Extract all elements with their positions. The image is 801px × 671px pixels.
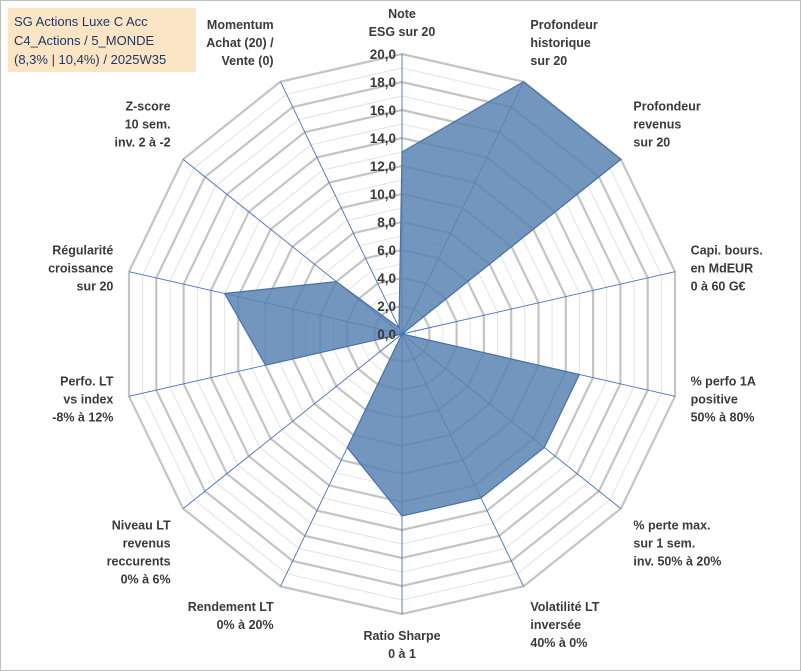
axis-label: Volatilité LT inversée 40% à 0% bbox=[530, 600, 599, 650]
tick-label: 6,0 bbox=[377, 243, 396, 258]
axis-label-line: 0% à 20% bbox=[217, 618, 274, 632]
axis-label: % perfo 1A positive 50% à 80% bbox=[691, 374, 756, 424]
tick-label: 12,0 bbox=[370, 159, 396, 174]
axis-label-line: Z-score bbox=[125, 100, 170, 114]
axis-label: Profondeur revenus sur 20 bbox=[633, 100, 700, 150]
axis-label-line: -8% à 12% bbox=[52, 410, 113, 424]
axis-label-line: Note bbox=[388, 7, 416, 21]
axis-label-line: inv. 2 à -2 bbox=[115, 136, 171, 150]
fund-name: SG Actions Luxe C Acc bbox=[14, 14, 148, 29]
tick-label: 18,0 bbox=[370, 75, 396, 90]
axis-label-line: reccurents bbox=[107, 554, 171, 568]
axis-label-line: Vente (0) bbox=[221, 54, 273, 68]
axis-label-line: Achat (20) / bbox=[206, 36, 274, 50]
tick-label: 20,0 bbox=[370, 47, 396, 62]
axis-label: Niveau LT revenus reccurents 0% à 6% bbox=[107, 518, 171, 586]
fund-category: C4_Actions / 5_MONDE bbox=[14, 33, 155, 48]
tick-label: 16,0 bbox=[370, 103, 396, 118]
axis-label-line: sur 1 sem. bbox=[633, 536, 695, 550]
axis-label-line: revenus bbox=[123, 536, 171, 550]
axis-label-line: Volatilité LT bbox=[530, 600, 599, 614]
axis-label-line: 40% à 0% bbox=[530, 636, 587, 650]
axis-label-line: Niveau LT bbox=[112, 518, 171, 532]
axis-label-line: sur 20 bbox=[530, 54, 567, 68]
radar-axis-labels: Note ESG sur 20 Profondeur historique sur 20… bbox=[48, 7, 763, 661]
axis-label-line: % perte max. bbox=[633, 518, 710, 532]
axis-label-line: Capi. bours. bbox=[691, 244, 763, 258]
axis-label-line: Profondeur bbox=[530, 18, 597, 32]
axis-label-line: vs index bbox=[63, 392, 113, 406]
series-area bbox=[223, 80, 622, 517]
axis-label: Régularité croissance sur 20 bbox=[48, 244, 113, 294]
axis-label-line: Régularité bbox=[52, 244, 113, 258]
tick-label: 8,0 bbox=[377, 215, 396, 230]
axis-label: Perfo. LT vs index -8% à 12% bbox=[52, 374, 114, 424]
axis-label-line: % perfo 1A bbox=[691, 374, 756, 388]
tick-label: 2,0 bbox=[377, 299, 396, 314]
axis-label-line: Perfo. LT bbox=[60, 374, 114, 388]
radar-spoke bbox=[280, 81, 403, 335]
axis-label-line: Rendement LT bbox=[188, 600, 274, 614]
tick-label: 10,0 bbox=[370, 187, 396, 202]
axis-label-line: 0 à 60 G€ bbox=[691, 280, 746, 294]
radar-tick-labels: 0,0 2,0 4,0 6,0 8,0 10,0 12,0 14,0 16,0 18,0 20,0 bbox=[370, 47, 396, 342]
axis-label: Capi. bours. en MdEUR 0 à 60 G€ bbox=[691, 244, 763, 294]
axis-label-line: Momentum bbox=[207, 18, 274, 32]
axis-label-line: croissance bbox=[48, 262, 113, 276]
axis-label-line: 0% à 6% bbox=[121, 572, 171, 586]
axis-label-line: sur 20 bbox=[633, 136, 670, 150]
axis-label: Profondeur historique sur 20 bbox=[530, 18, 597, 68]
axis-label-line: Ratio Sharpe bbox=[363, 629, 440, 643]
axis-label: % perte max. sur 1 sem. inv. 50% à 20% bbox=[633, 518, 721, 568]
axis-label-line: 10 sem. bbox=[125, 118, 171, 132]
axis-label: Z-score 10 sem. inv. 2 à -2 bbox=[115, 100, 171, 150]
axis-label-line: revenus bbox=[633, 118, 681, 132]
axis-label-line: sur 20 bbox=[77, 280, 114, 294]
axis-label: Rendement LT 0% à 20% bbox=[188, 600, 274, 632]
axis-label: Momentum Achat (20) / Vente (0) bbox=[206, 18, 274, 68]
axis-label-line: historique bbox=[530, 36, 590, 50]
tick-label: 14,0 bbox=[370, 131, 396, 146]
axis-label-line: positive bbox=[691, 392, 738, 406]
axis-label-line: en MdEUR bbox=[691, 262, 754, 276]
axis-label-line: 0 à 1 bbox=[388, 647, 416, 661]
axis-label-line: ESG sur 20 bbox=[369, 25, 436, 39]
radar-spoke bbox=[182, 333, 403, 509]
fund-stats: (8,3% | 10,4%) / 2025W35 bbox=[14, 52, 167, 67]
axis-label: Ratio Sharpe 0 à 1 bbox=[363, 629, 440, 661]
radar-spoke bbox=[401, 271, 676, 335]
fund-info-box: SG Actions Luxe C Acc C4_Actions / 5_MON… bbox=[8, 8, 196, 72]
axis-label-line: Profondeur bbox=[633, 100, 700, 114]
axis-label-line: 50% à 80% bbox=[691, 410, 755, 424]
tick-label: 0,0 bbox=[377, 327, 396, 342]
axis-label-line: inv. 50% à 20% bbox=[633, 554, 721, 568]
radar-series bbox=[223, 80, 622, 517]
axis-label-line: inversée bbox=[530, 618, 581, 632]
axis-label: Note ESG sur 20 bbox=[369, 7, 436, 39]
tick-label: 4,0 bbox=[377, 271, 396, 286]
